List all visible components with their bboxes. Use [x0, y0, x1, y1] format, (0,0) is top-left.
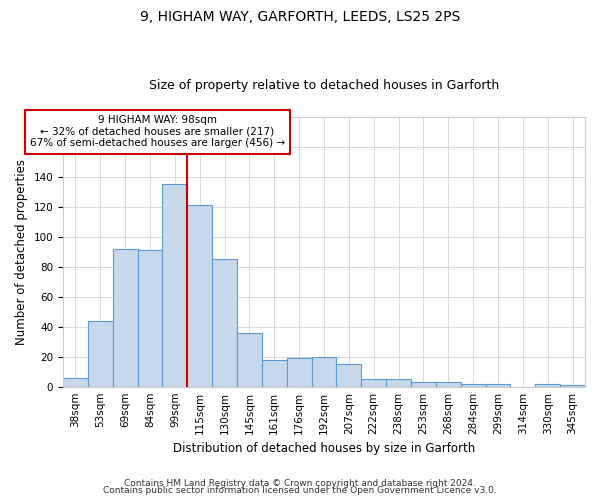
Bar: [137, 250, 163, 386]
X-axis label: Distribution of detached houses by size in Garforth: Distribution of detached houses by size …: [173, 442, 475, 455]
Bar: [361, 379, 386, 386]
Text: Contains HM Land Registry data © Crown copyright and database right 2024.: Contains HM Land Registry data © Crown c…: [124, 478, 476, 488]
Bar: [88, 320, 113, 386]
Bar: [337, 364, 361, 386]
Bar: [63, 378, 88, 386]
Bar: [386, 379, 411, 386]
Title: Size of property relative to detached houses in Garforth: Size of property relative to detached ho…: [149, 79, 499, 92]
Bar: [461, 384, 485, 386]
Bar: [560, 385, 585, 386]
Bar: [535, 384, 560, 386]
Bar: [311, 356, 337, 386]
Text: Contains public sector information licensed under the Open Government Licence v3: Contains public sector information licen…: [103, 486, 497, 495]
Bar: [287, 358, 311, 386]
Bar: [436, 382, 461, 386]
Bar: [187, 205, 212, 386]
Y-axis label: Number of detached properties: Number of detached properties: [15, 158, 28, 344]
Bar: [262, 360, 287, 386]
Bar: [212, 259, 237, 386]
Bar: [237, 332, 262, 386]
Bar: [485, 384, 511, 386]
Text: 9, HIGHAM WAY, GARFORTH, LEEDS, LS25 2PS: 9, HIGHAM WAY, GARFORTH, LEEDS, LS25 2PS: [140, 10, 460, 24]
Bar: [113, 248, 137, 386]
Text: 9 HIGHAM WAY: 98sqm
← 32% of detached houses are smaller (217)
67% of semi-detac: 9 HIGHAM WAY: 98sqm ← 32% of detached ho…: [30, 115, 285, 148]
Bar: [411, 382, 436, 386]
Bar: [163, 184, 187, 386]
